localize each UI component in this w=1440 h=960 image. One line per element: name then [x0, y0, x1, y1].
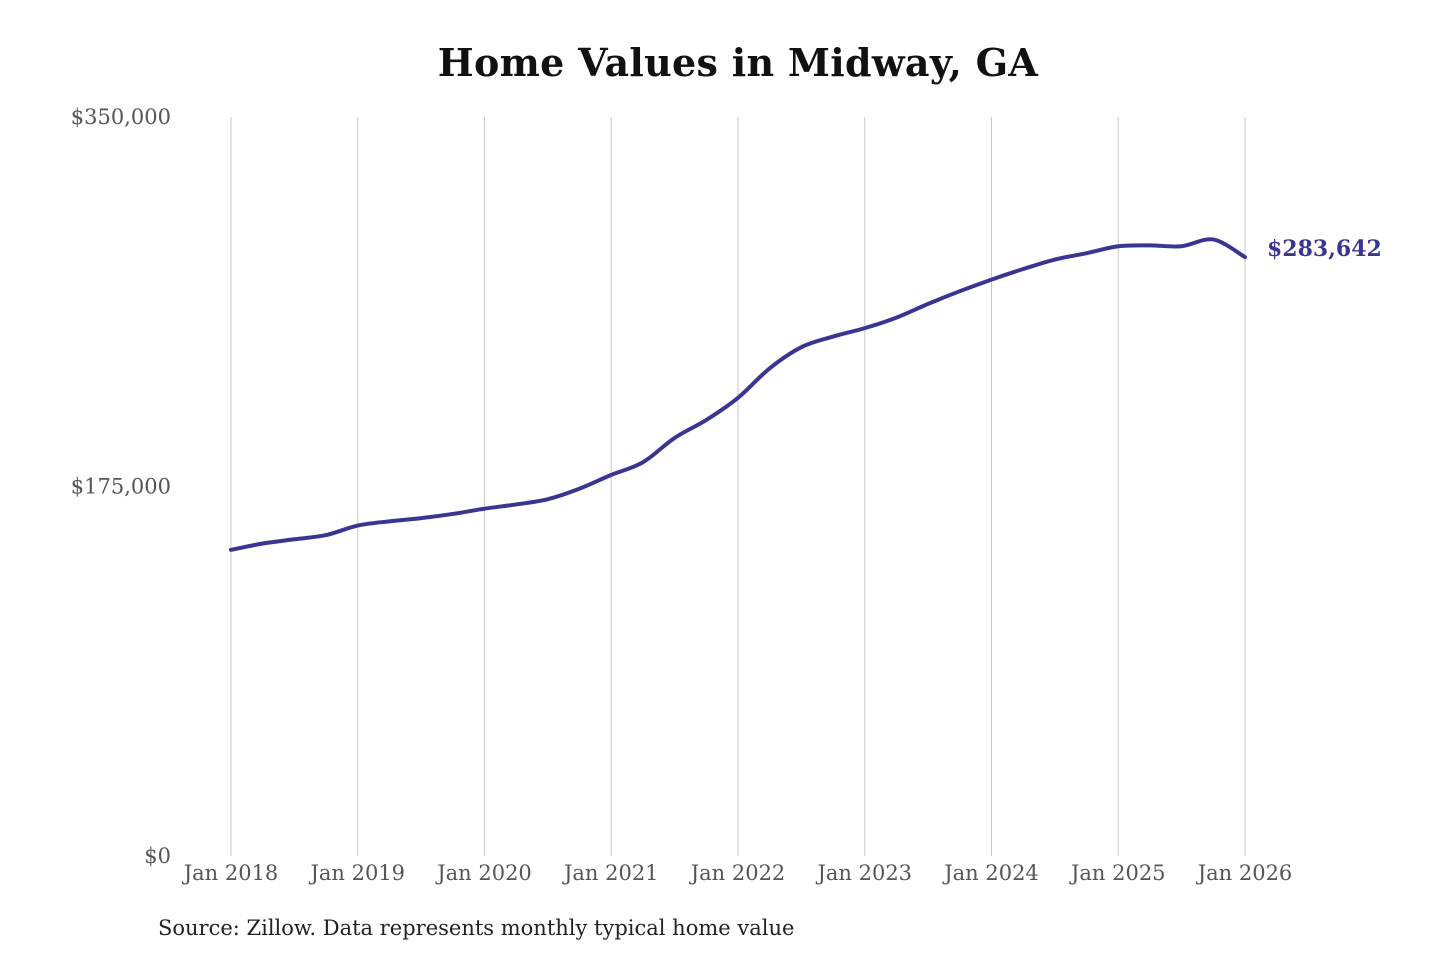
source-note: Source: Zillow. Data represents monthly …: [158, 916, 795, 940]
end-value-label: $283,642: [1267, 236, 1382, 262]
series-layer: $283,642: [229, 236, 1382, 552]
x-tick-label: Jan 2018: [182, 861, 279, 885]
x-tick-label: Jan 2022: [689, 861, 786, 885]
series-line: [229, 237, 1247, 552]
y-axis-ticks: $0 $175,000 $350,000: [71, 105, 171, 868]
x-axis-ticks: Jan 2018 Jan 2019 Jan 2020 Jan 2021 Jan 2022…: [182, 861, 1293, 885]
y-tick-label: $0: [144, 844, 171, 868]
chart-title: Home Values in Midway, GA: [437, 40, 1039, 85]
x-tick-label: Jan 2025: [1069, 861, 1166, 885]
x-tick-label: Jan 2020: [435, 861, 532, 885]
x-tick-label: Jan 2024: [942, 861, 1039, 885]
x-tick-label: Jan 2023: [815, 861, 912, 885]
x-tick-label: Jan 2021: [562, 861, 659, 885]
y-tick-label: $175,000: [71, 475, 171, 499]
x-tick-label: Jan 2026: [1196, 861, 1293, 885]
gridlines: [230, 117, 1246, 856]
x-tick-label: Jan 2019: [308, 861, 405, 885]
y-tick-label: $350,000: [71, 105, 171, 129]
